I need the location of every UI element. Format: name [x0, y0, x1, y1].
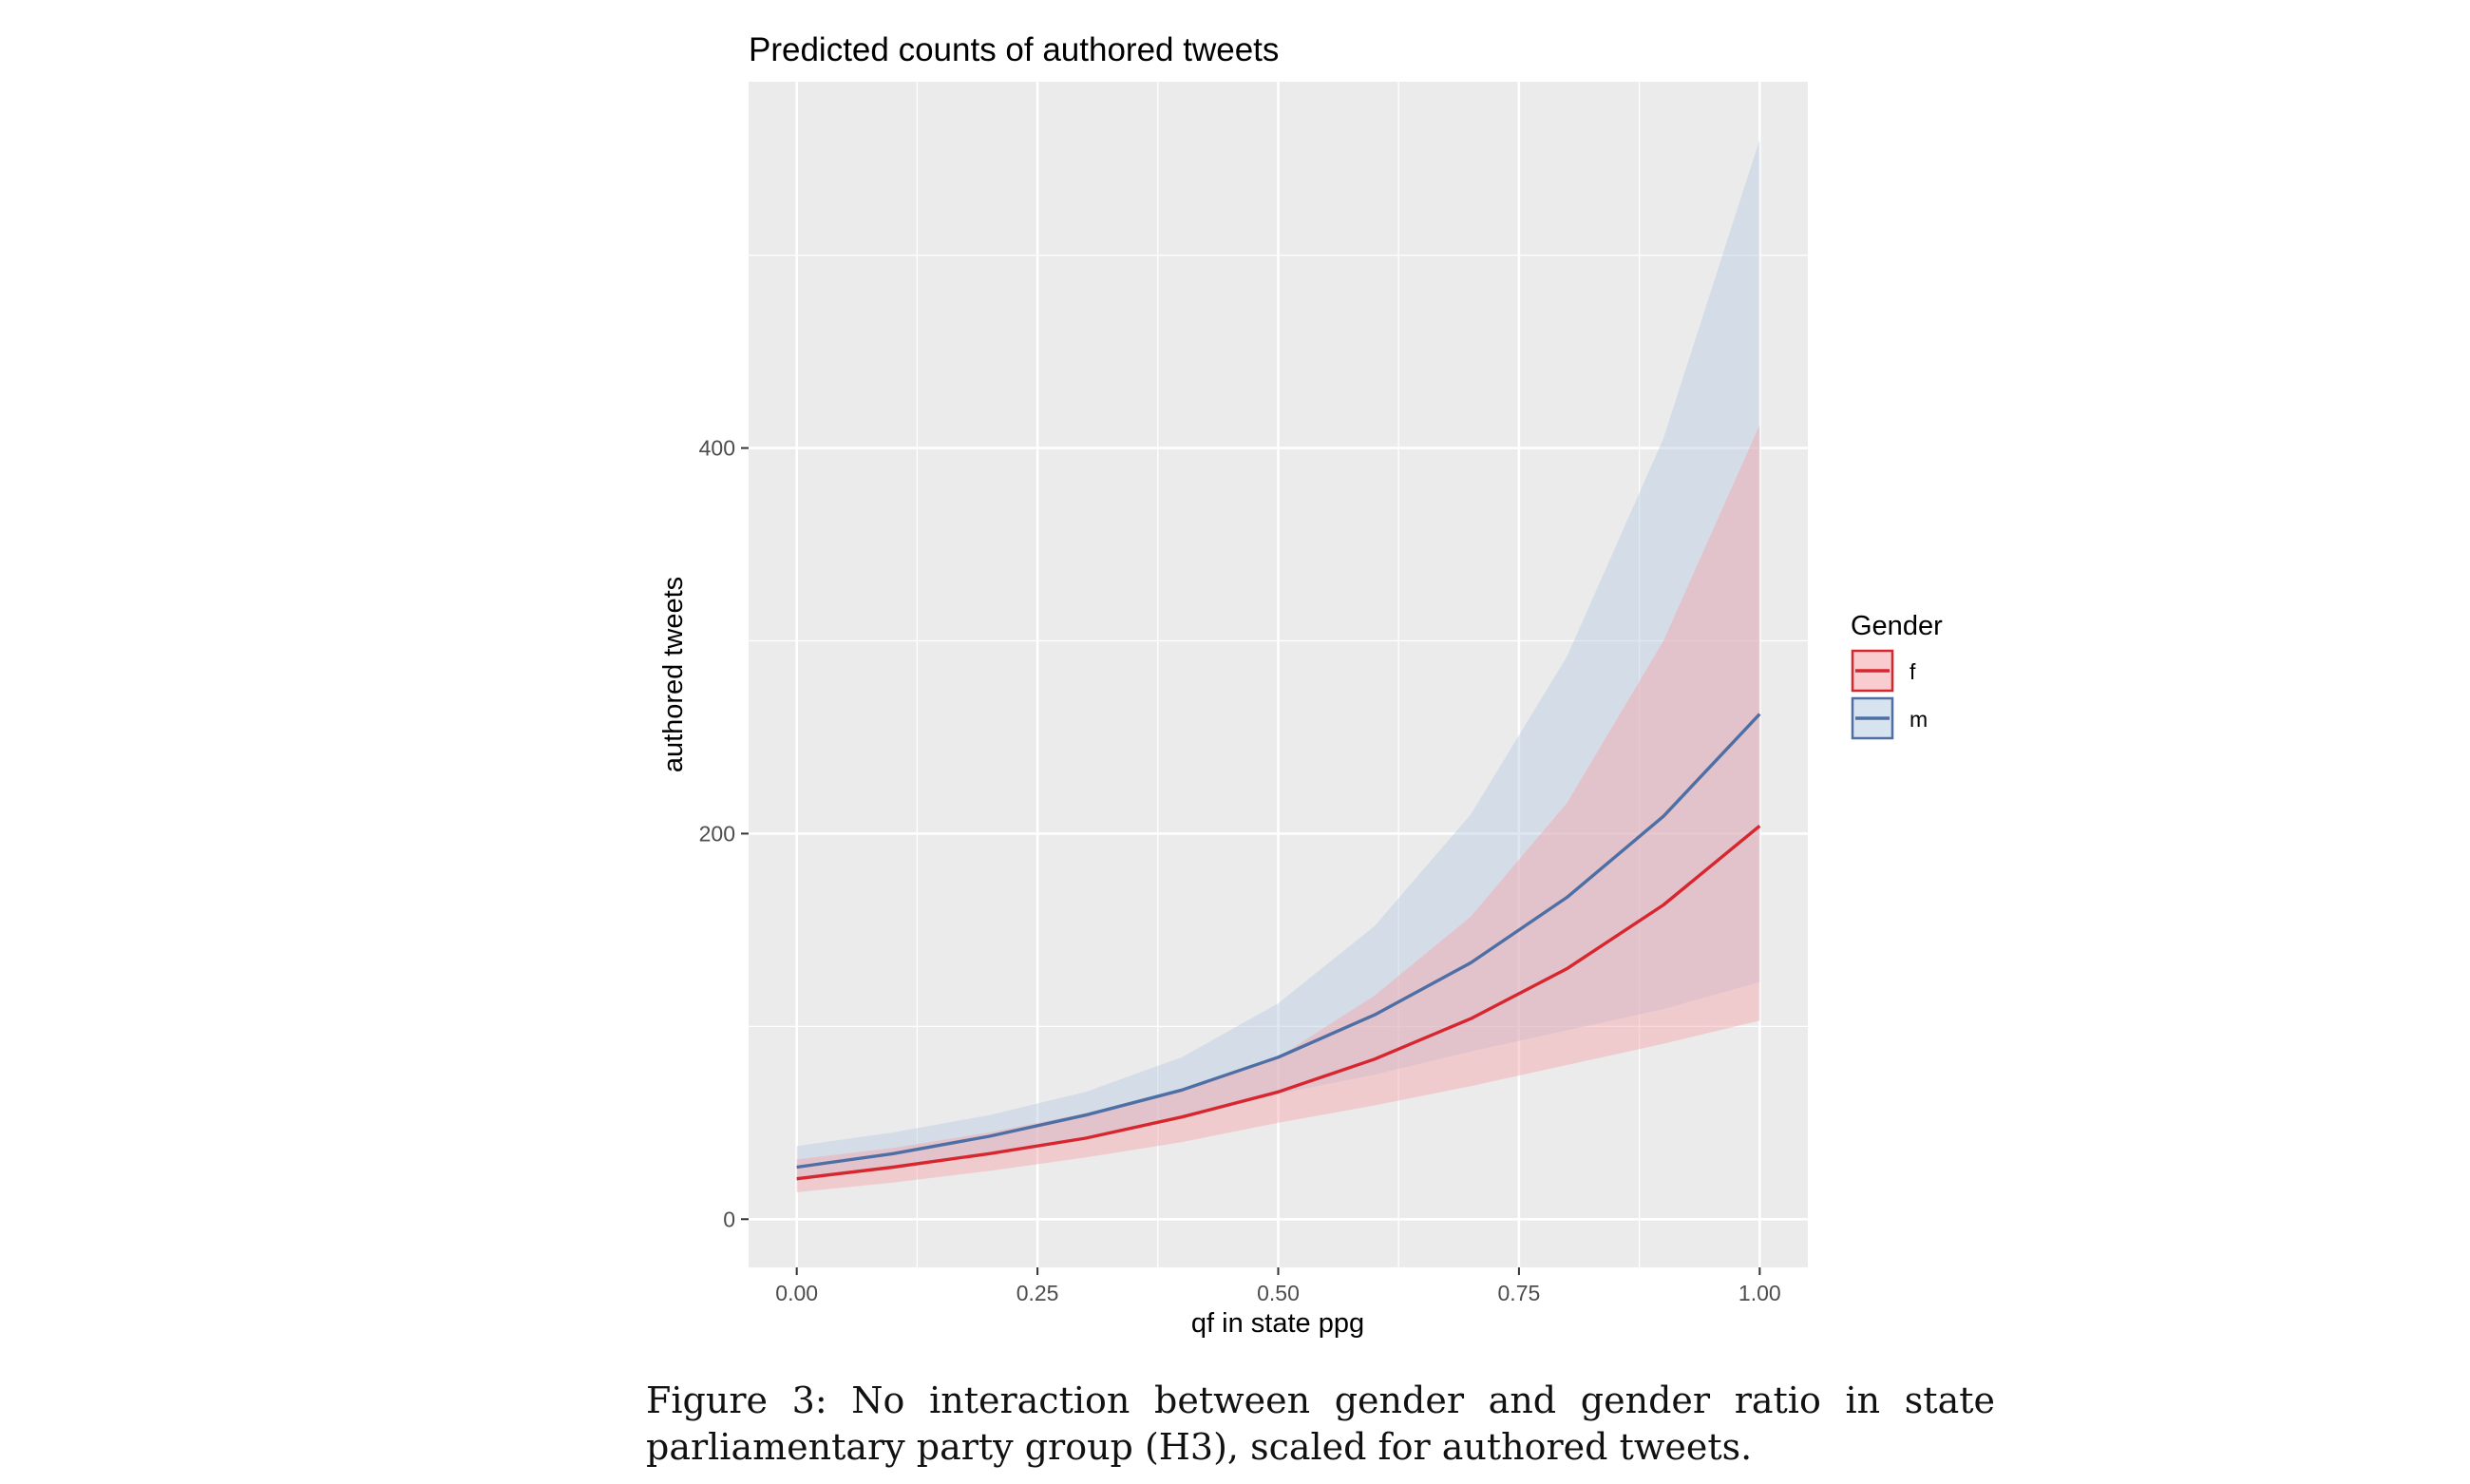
- ribbon-m: [796, 139, 1760, 1181]
- legend-label-m: m: [1910, 707, 1928, 732]
- legend-label-f: f: [1910, 659, 1916, 684]
- x-tick-label: 0.50: [1257, 1281, 1300, 1305]
- x-tick-label: 1.00: [1738, 1281, 1781, 1305]
- ribbon-f: [796, 425, 1760, 1192]
- x-axis-title: qf in state ppg: [1191, 1308, 1364, 1339]
- legend: Gender fm: [1851, 611, 1943, 740]
- grid-major: [749, 82, 1808, 1267]
- legend-title: Gender: [1851, 611, 1943, 641]
- x-tick-label: 0.75: [1498, 1281, 1541, 1305]
- y-tick-label: 0: [723, 1207, 735, 1231]
- y-axis-title: authored tweets: [658, 577, 689, 772]
- line-f: [796, 824, 1761, 1181]
- y-tick-label: 200: [699, 821, 735, 846]
- confidence-ribbons: [796, 139, 1760, 1192]
- x-tick-label: 0.00: [775, 1281, 818, 1305]
- figure-caption: Figure 3: No interaction between gender …: [646, 1379, 1995, 1468]
- chart-title: Predicted counts of authored tweets: [749, 31, 1279, 68]
- y-axis-ticks: 0 200 400: [699, 436, 749, 1231]
- x-axis-ticks: 0.00 0.25 0.50 0.75 1.00: [775, 1267, 1781, 1305]
- series-lines: [796, 713, 1761, 1181]
- x-tick-label: 0.25: [1016, 1281, 1059, 1305]
- line-m: [796, 713, 1761, 1170]
- y-tick-label: 400: [699, 436, 735, 461]
